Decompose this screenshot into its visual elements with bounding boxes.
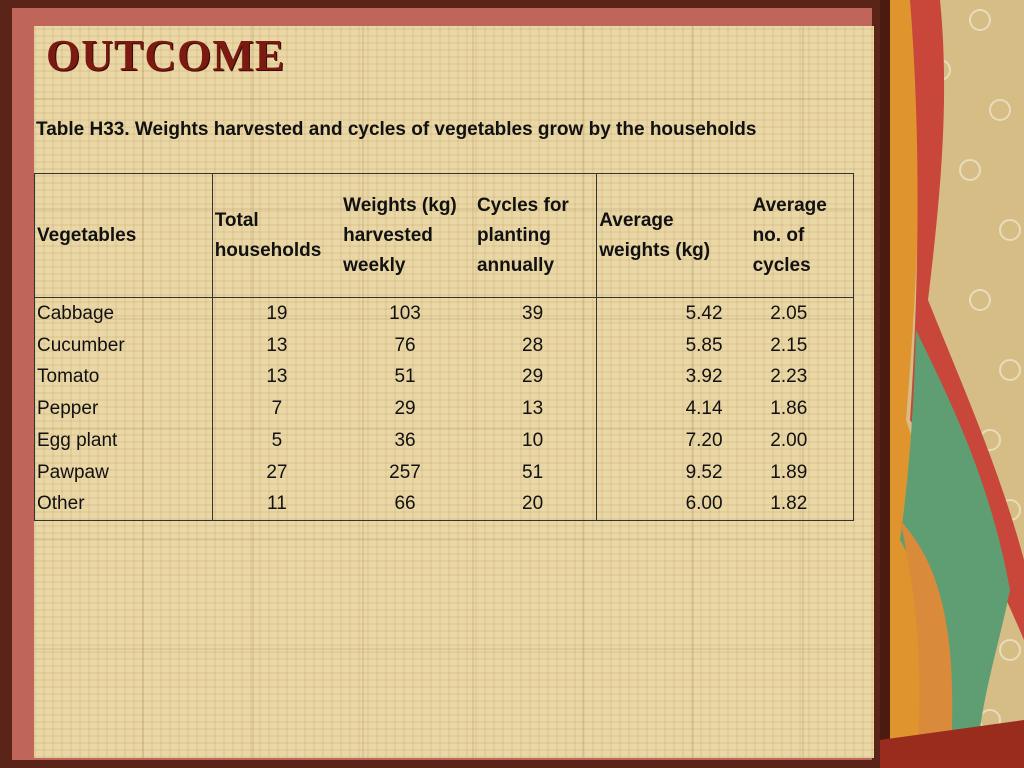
cell-total-households: 13 [211, 361, 342, 394]
cell-average-weight: 4.14 [596, 393, 725, 425]
cell-cycles-planting: 51 [522, 461, 544, 483]
cell-weights-harvested: 36 [394, 429, 416, 451]
header-cycles-planting: Cycles for planting annually [468, 173, 597, 298]
cell-total-households: 7 [211, 393, 342, 425]
table-row: Pawpaw 27 257 51 9.52 1.89 [34, 456, 854, 489]
cell-weights-harvested: 29 [394, 398, 416, 420]
cell-weights-harvested: 76 [394, 334, 416, 356]
header-vegetables: Vegetables [34, 173, 213, 298]
cell-average-cycles: 2.15 [724, 329, 854, 362]
cell-cycles-planting: 10 [522, 429, 544, 451]
cell-average-weight: 5.42 [596, 297, 725, 330]
cell-average-cycles: 1.86 [724, 393, 854, 425]
cell-average-cycles: 2.23 [724, 361, 854, 394]
table-row: Other 11 66 20 6.00 1.82 [34, 488, 854, 521]
cell-average-cycles: 1.89 [724, 456, 854, 489]
header-average-weights: Average weights (kg) [596, 173, 725, 298]
cell-average-weight: 7.20 [596, 424, 725, 457]
cell-total-households: 27 [211, 456, 342, 489]
vegetable-harvest-table: Vegetables Total households Weights (kg)… [34, 173, 854, 521]
cell-weights-harvested: 51 [394, 366, 416, 388]
header-total-households: Total households [211, 173, 342, 298]
cell-cycles-planting: 39 [522, 303, 544, 324]
cell-vegetable: Cabbage [34, 297, 213, 330]
cell-total-households: 13 [211, 329, 342, 362]
decorative-side-panel [880, 0, 1024, 768]
cell-total-households: 5 [211, 424, 342, 457]
cell-vegetable: Cucumber [34, 329, 213, 362]
floral-ribbon-decoration [880, 0, 1024, 768]
table-row: Pepper 7 29 13 4.14 1.86 [34, 393, 854, 425]
cell-average-cycles: 2.00 [724, 424, 854, 457]
cell-total-households: 19 [211, 297, 342, 330]
cell-average-weight: 6.00 [596, 488, 725, 521]
table-row: Tomato 13 51 29 3.92 2.23 [34, 361, 854, 394]
table-row: Cucumber 13 76 28 5.85 2.15 [34, 329, 854, 362]
cell-cycles-planting: 20 [468, 488, 597, 521]
header-average-cycles: Average no. of cycles [724, 173, 854, 298]
cell-weights-harvested: 103 [389, 303, 421, 324]
table-row: Cabbage 19 103 39 5.42 2.05 [34, 297, 854, 330]
cell-weights-harvested: 66 [341, 488, 469, 521]
cell-vegetable: Egg plant [34, 424, 213, 457]
cell-vegetable: Other [34, 488, 213, 521]
cell-average-weight: 9.52 [596, 456, 725, 489]
header-weights-harvested: Weights (kg) harvested weekly [341, 173, 469, 298]
cell-cycles-planting: 29 [522, 366, 544, 388]
cell-total-households: 11 [211, 488, 342, 521]
cell-average-weight: 5.85 [596, 329, 725, 362]
cell-average-cycles: 2.05 [724, 297, 854, 330]
cell-vegetable: Pepper [34, 393, 213, 425]
cell-average-cycles: 1.82 [724, 488, 854, 521]
table-header-row: Vegetables Total households Weights (kg)… [34, 173, 854, 298]
cell-weights-harvested: 257 [389, 461, 421, 483]
cell-vegetable: Pawpaw [34, 456, 213, 489]
table-row: Egg plant 5 36 10 7.20 2.00 [34, 424, 854, 457]
cell-vegetable: Tomato [34, 361, 213, 394]
cell-cycles-planting: 13 [522, 398, 544, 420]
table-caption: Table H33. Weights harvested and cycles … [36, 119, 757, 140]
slide-title: OUTCOME [46, 31, 286, 80]
cell-cycles-planting: 28 [522, 334, 544, 356]
cell-average-weight: 3.92 [596, 361, 725, 394]
